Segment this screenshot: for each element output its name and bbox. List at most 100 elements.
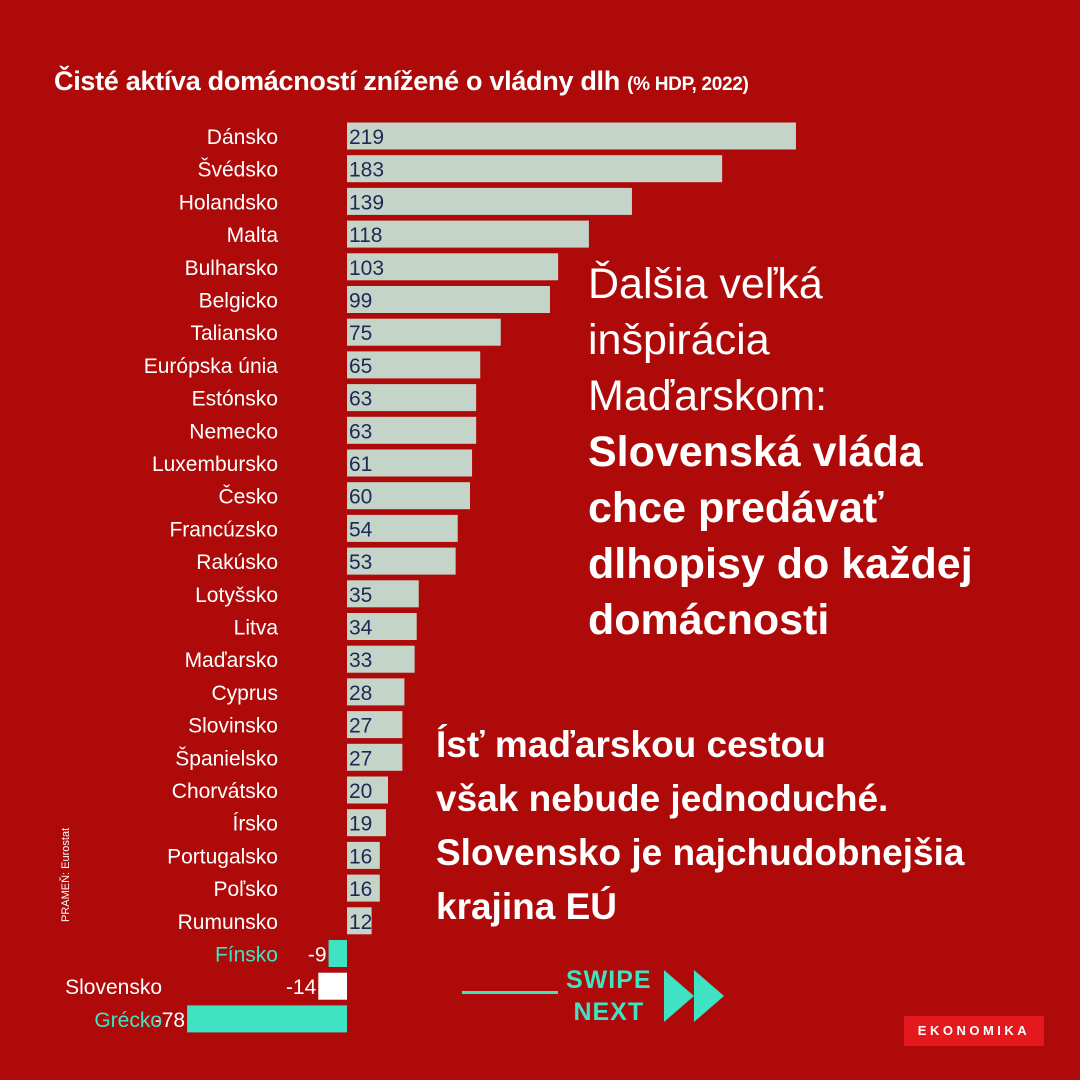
bar-19 [347,743,403,771]
value-label-27: -78 [155,1009,185,1032]
bar-0 [347,122,796,150]
headline-line-5: chce predávať [588,484,884,532]
bar-14 [347,580,419,608]
value-label-3: 118 [349,224,382,247]
category-label-8: Estónsko [192,388,278,411]
value-label-24: 12 [349,911,372,934]
value-label-9: 63 [349,420,372,443]
value-label-17: 28 [349,682,372,705]
value-label-21: 19 [349,813,372,836]
headline-line-2: inšpirácia [588,316,770,364]
value-label-14: 35 [349,584,372,607]
value-label-10: 61 [349,453,372,476]
bar-1 [347,155,723,183]
bar-27 [187,1005,347,1033]
category-label-15: Litva [234,617,279,640]
category-label-13: Rakúsko [196,551,278,574]
value-label-7: 65 [349,355,372,378]
chart-title-main: Čisté aktíva domácností znížené o vládny… [54,66,620,96]
source-note: PRAMEŇ: Eurostat [60,827,72,922]
headline-line-4: Slovenská vláda [588,428,923,476]
category-label-27: Grécko [94,1009,162,1032]
value-label-25: -9 [308,944,327,967]
subheadline-line-3: Slovensko je najchudobnejšia [436,832,965,873]
value-label-19: 27 [349,747,372,770]
bar-25 [328,940,347,967]
headline-line-6: dlhopisy do každej [588,540,973,588]
headline: Ďalšia veľká inšpirácia Maďarskom: Slove… [588,256,1058,648]
bar-16 [347,645,415,673]
bar-24 [347,907,372,935]
category-label-26: Slovensko [65,976,162,999]
category-label-7: Európska únia [144,355,279,378]
ekonomika-logo: EKONOMIKA [904,1016,1044,1046]
subheadline-line-2: však nebude jednoduché. [436,778,889,819]
subheadline-line-4: krajina EÚ [436,886,617,927]
bar-7 [347,351,481,379]
headline-line-1: Ďalšia veľká [588,260,823,308]
bar-3 [347,220,589,248]
category-label-10: Luxembursko [152,453,278,476]
value-label-2: 139 [349,191,384,214]
category-label-19: Španielsko [175,747,278,770]
bar-18 [347,711,403,739]
double-arrow-right-icon [664,970,724,1022]
category-label-5: Belgicko [199,290,278,313]
value-label-4: 103 [349,257,384,280]
category-label-17: Cyprus [211,682,278,705]
swipe-label: SWIPE NEXT [566,964,652,1028]
category-label-16: Maďarsko [185,649,278,672]
category-label-23: Poľsko [214,878,279,901]
category-label-3: Malta [227,224,279,247]
category-label-25: Fínsko [215,944,278,967]
value-label-15: 34 [349,617,373,640]
bar-11 [347,482,470,510]
headline-line-7: domácnosti [588,596,830,644]
value-label-16: 33 [349,649,372,672]
category-label-9: Nemecko [189,420,278,443]
swipe-line [462,991,558,994]
value-label-8: 63 [349,388,372,411]
value-label-1: 183 [349,159,384,182]
chart-title-unit: (% HDP, 2022) [627,74,749,95]
bar-17 [347,678,405,706]
bar-10 [347,449,473,477]
category-label-24: Rumunsko [178,911,278,934]
category-label-14: Lotyšsko [195,584,278,607]
category-label-4: Bulharsko [185,257,278,280]
category-label-12: Francúzsko [169,518,278,541]
value-label-22: 16 [349,845,372,868]
category-label-21: Írsko [232,813,278,836]
swipe-label-line-1: SWIPE [566,966,652,994]
bar-23 [347,874,380,902]
bar-8 [347,384,477,412]
bar-12 [347,514,458,542]
category-label-2: Holandsko [179,191,278,214]
value-label-11: 60 [349,486,372,509]
value-label-13: 53 [349,551,372,574]
value-label-20: 20 [349,780,372,803]
bar-15 [347,613,417,640]
value-label-6: 75 [349,322,372,345]
category-label-22: Portugalsko [167,845,278,868]
bar-21 [347,809,386,837]
category-label-18: Slovinsko [188,715,278,738]
category-label-1: Švédsko [197,159,278,182]
bar-13 [347,547,456,575]
subheadline-line-1: Ísť maďarskou cestou [436,724,826,765]
subheadline: Ísť maďarskou cestou však nebude jednodu… [436,718,1056,934]
bar-4 [347,253,559,281]
bar-9 [347,416,477,444]
value-label-5: 99 [349,290,372,313]
category-label-0: Dánsko [207,126,278,149]
headline-line-3: Maďarskom: [588,372,828,420]
value-label-26: -14 [286,976,317,999]
bar-20 [347,776,388,804]
category-label-6: Taliansko [190,322,278,345]
value-label-0: 219 [349,126,384,149]
bar-26 [318,972,347,1000]
swipe-next-button[interactable]: SWIPE NEXT [462,962,742,1032]
value-label-12: 54 [349,518,373,541]
bar-2 [347,187,632,215]
